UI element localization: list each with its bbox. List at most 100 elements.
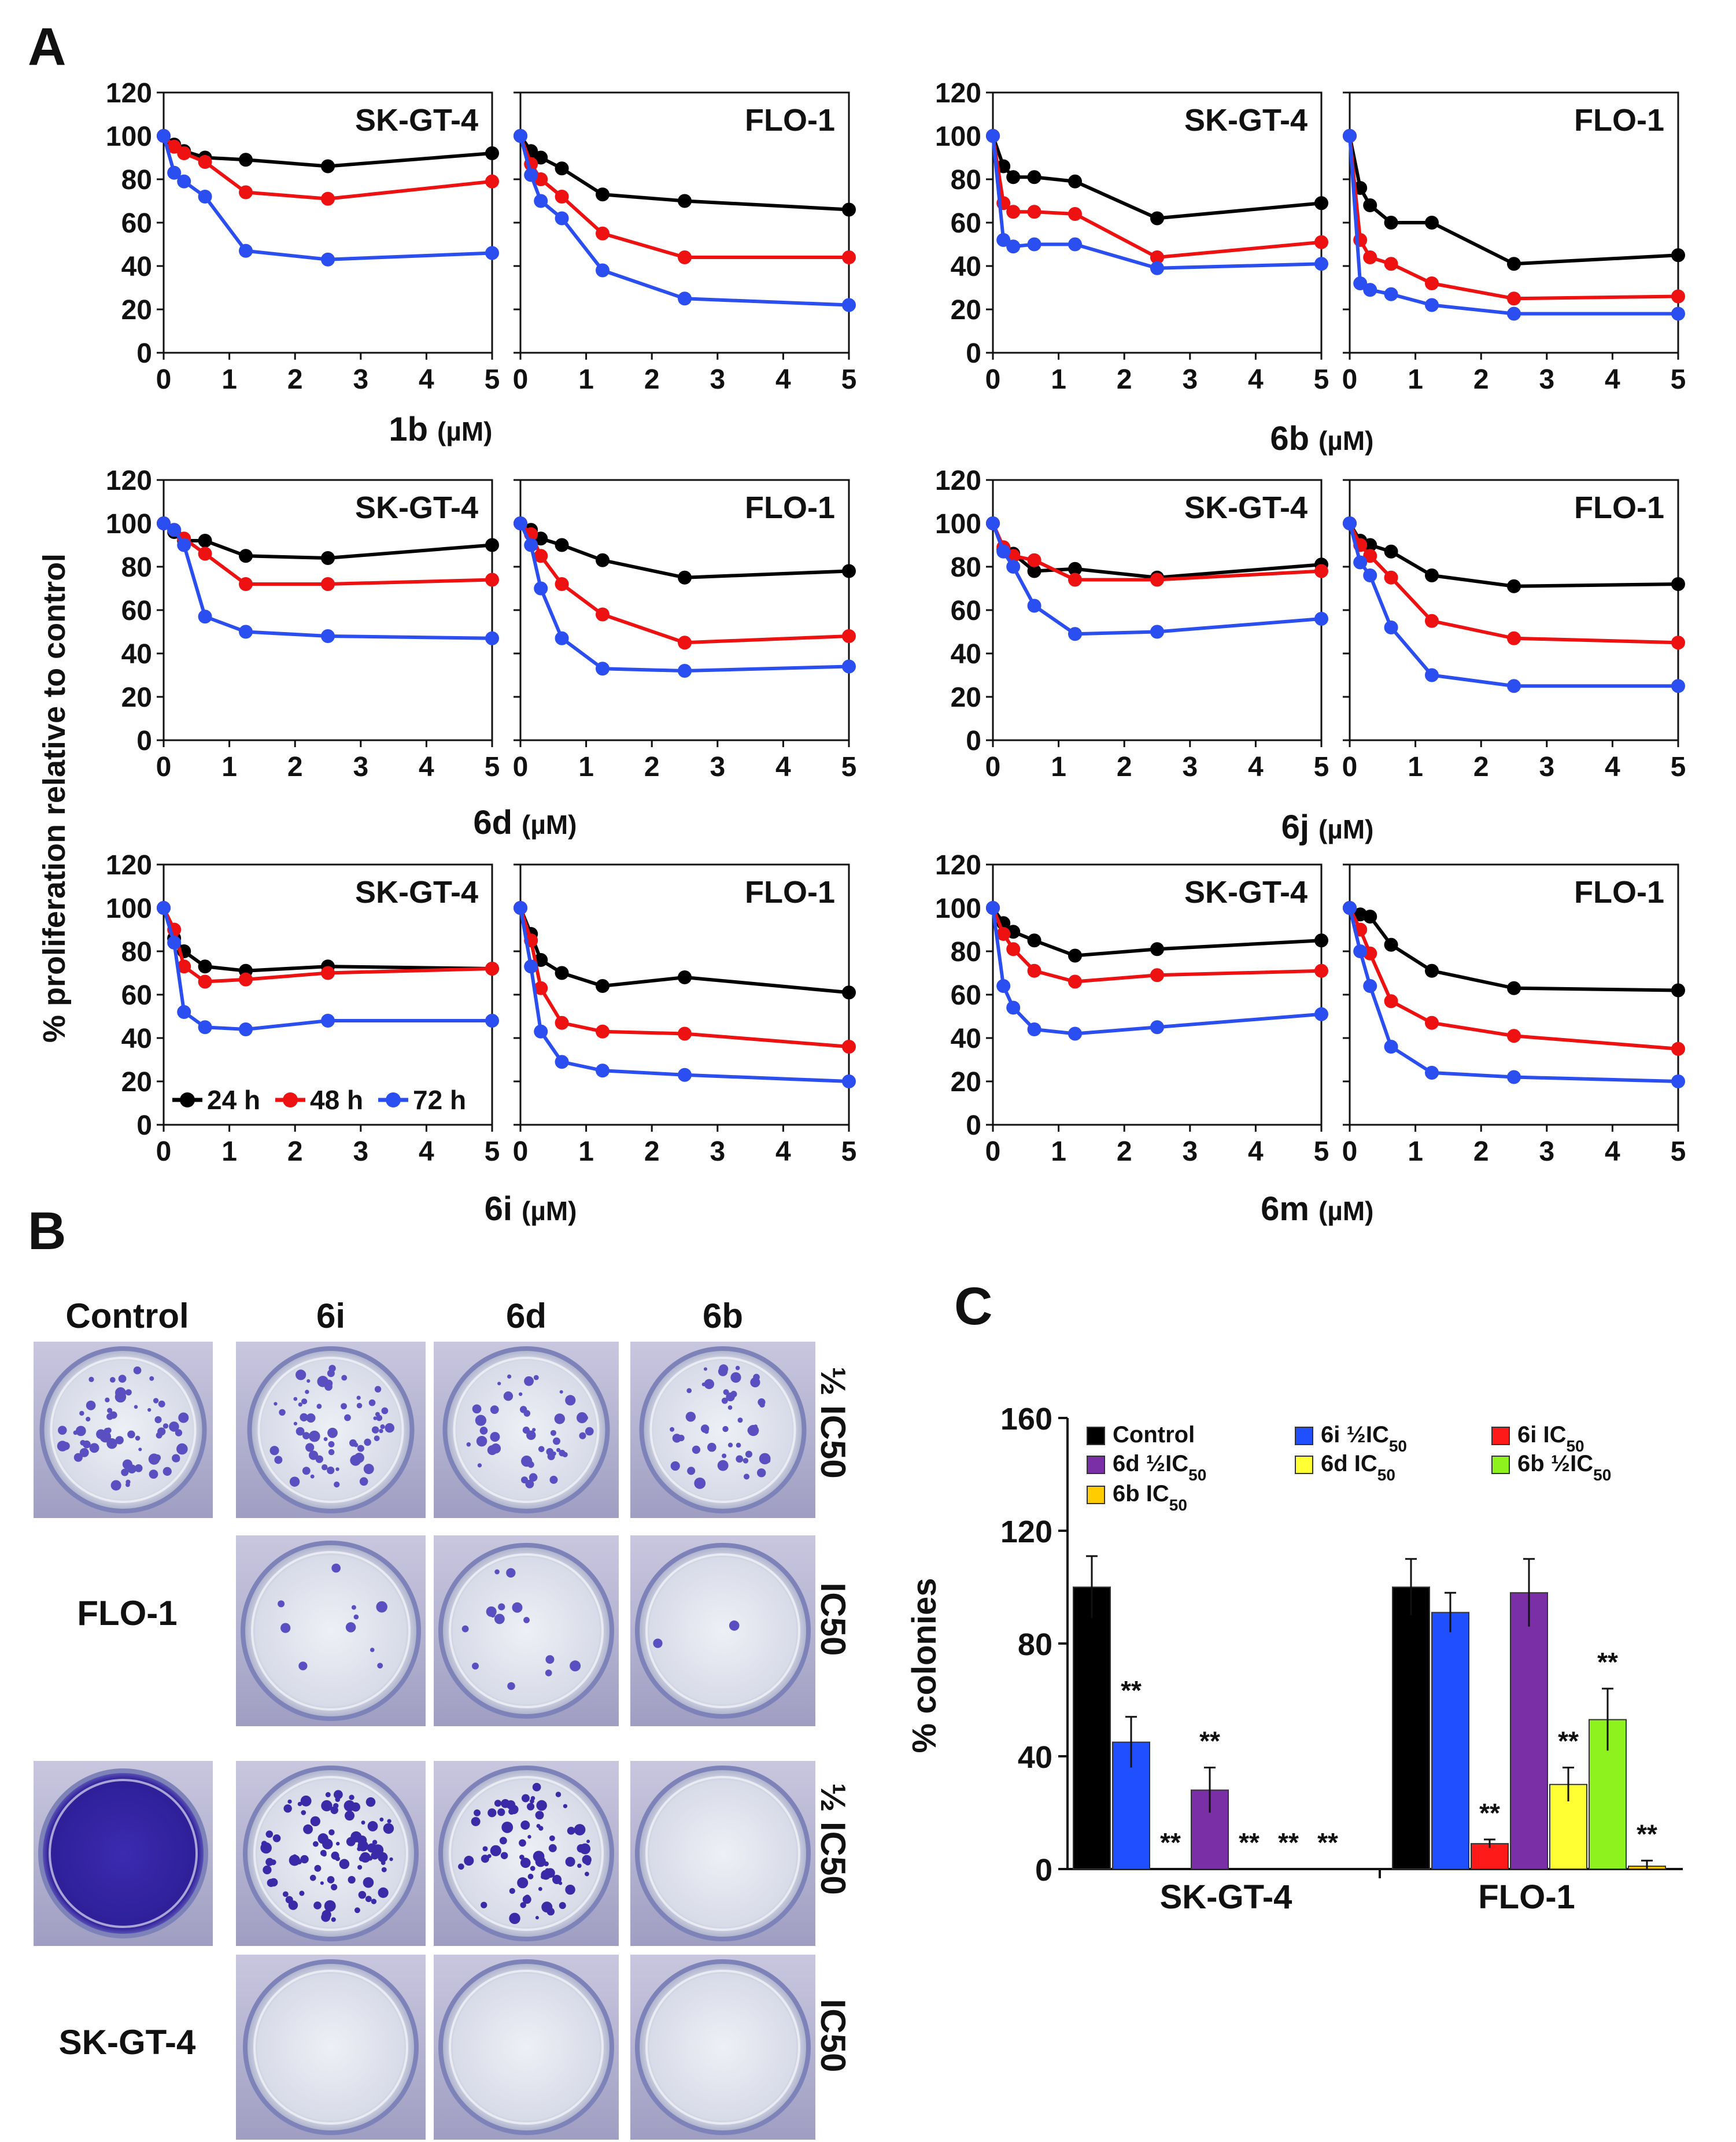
x-tick-label: 0 (1342, 364, 1358, 395)
data-point-24h (1027, 933, 1041, 948)
data-point-72h (678, 291, 692, 306)
data-point-48h (1027, 963, 1041, 978)
colony-dot (381, 1867, 387, 1873)
data-point-72h (986, 129, 1000, 143)
colony-dot (350, 1454, 361, 1466)
data-point-24h (1384, 544, 1398, 559)
y-tick-label: 20 (951, 295, 981, 326)
data-point-72h (1027, 237, 1041, 252)
data-point-48h (239, 972, 253, 987)
colony-dot (550, 1430, 556, 1436)
data-point-72h (198, 610, 212, 624)
x-tick-label: 4 (419, 364, 434, 395)
colony-dot (331, 1917, 336, 1922)
x-tick-label: 3 (1182, 1136, 1198, 1167)
x-tick-label: 1 (1051, 1136, 1066, 1167)
colony-dot (357, 1445, 364, 1452)
colony-dot (305, 1390, 309, 1394)
data-point-48h (1363, 250, 1377, 264)
colony-dot (579, 1432, 586, 1439)
colony-dot (330, 1806, 338, 1815)
x-tick-label: 4 (1605, 364, 1620, 395)
colony-dot (538, 1887, 542, 1891)
legend-swatch (1087, 1486, 1105, 1504)
data-point-48h (198, 155, 212, 169)
colony-dot (521, 1456, 533, 1467)
colony-dot (506, 1568, 516, 1578)
data-point-24h (1507, 981, 1521, 995)
cell-line-label: FLO-1 (1574, 103, 1664, 138)
data-point-48h (1671, 636, 1685, 650)
colony-plate-photo (236, 1535, 426, 1726)
data-point-72h (596, 263, 610, 278)
colony-dot (729, 1620, 740, 1631)
legend-48h: 48 h (275, 1085, 363, 1115)
colony-dot (162, 1467, 172, 1476)
colony-dot (536, 1800, 547, 1811)
colony-dot (703, 1367, 707, 1371)
culture-well (438, 1766, 614, 1941)
data-point-72h (1384, 621, 1398, 634)
x-tick-label: 5 (1671, 364, 1686, 395)
x-tick-label: 5 (841, 364, 857, 395)
data-point-24h (485, 146, 499, 160)
colony-dot (328, 1829, 335, 1836)
colony-dot (79, 1410, 84, 1416)
colony-dot (694, 1478, 706, 1489)
colony-dot (670, 1427, 675, 1432)
colony-dot (375, 1412, 380, 1417)
colony-dot (577, 1863, 582, 1868)
data-point-72h (177, 174, 191, 189)
data-point-72h (1507, 306, 1521, 321)
data-point-72h (1150, 625, 1164, 639)
colony-dot (582, 1415, 588, 1421)
colony-dot (586, 1840, 590, 1844)
y-tick-label: 40 (1018, 1740, 1052, 1775)
data-point-72h (1150, 261, 1164, 275)
dose-label-half-sk-gt-4: ½ IC50 (814, 1783, 852, 1894)
colony-dot (363, 1464, 374, 1475)
colony-dot (96, 1429, 106, 1439)
y-tick-label: 60 (121, 208, 152, 239)
data-point-48h (1507, 1029, 1521, 1043)
culture-well (438, 1959, 614, 2135)
colony-dot (327, 1876, 335, 1884)
x-tick-label: 5 (1671, 752, 1686, 782)
x-tick-label: 4 (1248, 364, 1264, 395)
data-point-72h (1068, 237, 1082, 252)
colony-dot (530, 1866, 535, 1871)
colony-dot (559, 1902, 566, 1910)
culture-well (635, 1543, 811, 1719)
colony-dot (530, 1796, 535, 1801)
x-tick-label: 0 (513, 364, 529, 395)
colony-dot (722, 1453, 727, 1458)
dose-label-half-flo-1: ½ IC50 (814, 1367, 852, 1478)
bar-6iic50 (1431, 1612, 1469, 1870)
y-tick-label: 0 (966, 338, 981, 369)
x-tick-label: 3 (1539, 752, 1554, 782)
cell-line-label: SK-GT-4 (1184, 103, 1307, 138)
colony-dot (574, 1824, 586, 1836)
legend-entry: Control (1087, 1422, 1195, 1447)
colony-dot (153, 1398, 159, 1404)
colony-dot (736, 1442, 741, 1448)
data-point-72h (1353, 276, 1368, 290)
colony-dot (114, 1387, 127, 1398)
colony-dot (324, 1900, 336, 1912)
x-tick-label: 0 (156, 364, 172, 395)
data-point-72h (239, 243, 253, 258)
colony-dot (750, 1377, 760, 1387)
colony-dot (494, 1800, 502, 1807)
data-point-48h (555, 1015, 569, 1030)
colony-dot (519, 1839, 526, 1847)
data-point-24h (555, 966, 569, 980)
well-rim-highlight (649, 1357, 796, 1503)
data-point-72h (1363, 979, 1377, 993)
data-point-72h (1363, 283, 1377, 297)
colony-dot (359, 1477, 368, 1486)
colony-dot (280, 1623, 291, 1633)
cell-line-label: FLO-1 (745, 875, 835, 910)
colony-dot (538, 1826, 544, 1831)
data-point-72h (485, 246, 499, 260)
well-rim-highlight (645, 1776, 800, 1931)
